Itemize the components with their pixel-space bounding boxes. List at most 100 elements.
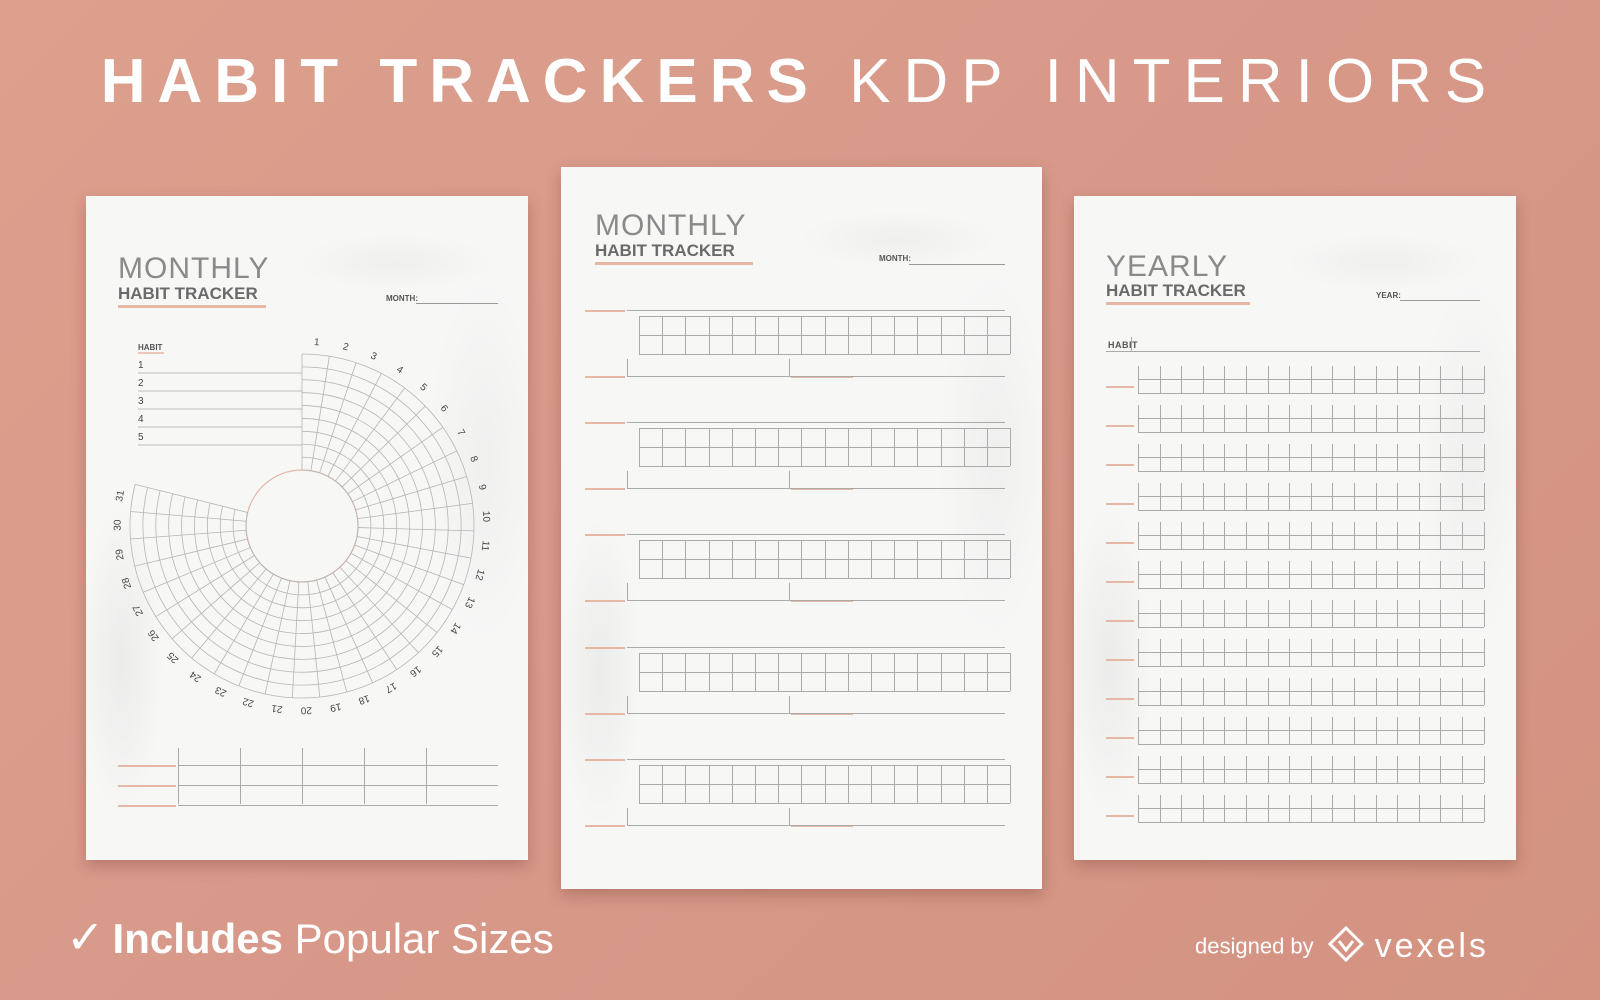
grid-divider [1010,540,1012,578]
grid-divider [731,428,733,466]
grid-divider [778,653,780,691]
grid-divider [1418,678,1420,705]
day-label: 31 [114,489,127,502]
habit-label-underline [585,422,625,424]
grid-line [1138,549,1484,550]
radial-divider [357,503,473,520]
grid-line [1138,744,1484,745]
grid-divider [917,316,919,354]
radial-divider [310,356,330,471]
summary-column-divider [240,748,241,804]
grid-divider [824,653,826,691]
radial-divider [350,552,453,610]
grid-divider [1418,600,1420,627]
grid-divider [963,765,965,803]
day-label: 27 [131,602,146,617]
month-label-underline [1106,581,1134,583]
grid-divider [1246,561,1247,588]
grid-divider [847,653,849,691]
grid-divider [940,428,942,466]
grid-divider [1224,561,1226,588]
grid-divider [1440,756,1442,783]
grid-line [1138,471,1484,472]
grid-divider [1224,678,1226,705]
grid-divider [1397,600,1399,627]
grid-divider [1289,600,1291,627]
grid-divider [1289,717,1291,744]
grid-divider [1310,483,1312,510]
habit-number: 3 [138,396,144,407]
grid-divider [1224,795,1226,822]
radial-divider [339,566,419,653]
grid-line [1138,627,1484,628]
grid-divider [1462,639,1463,666]
grid-divider [1354,366,1355,393]
grid-divider [1159,561,1161,588]
grid-divider [1289,405,1291,432]
grid-divider [1397,678,1399,705]
grid-line [639,354,1011,355]
grid-divider [1418,756,1420,783]
month-label-underline [1106,659,1134,661]
day-label: 1 [313,337,320,348]
grid-divider [1159,756,1161,783]
grid-divider [1354,600,1355,627]
habit-line [627,647,1005,648]
grid-divider [1418,366,1420,393]
grid-divider [1462,756,1463,783]
page-monthly-circular: MONTHLY HABIT TRACKER MONTH: 1 2 3 4 5 6 7 8 9 10… [86,196,528,860]
day-label: 22 [241,695,255,709]
habit-label-underline [585,647,625,649]
grid-divider [1483,795,1485,822]
habit-label-underline [585,310,625,312]
grid-line [639,466,1011,467]
grid-divider [662,428,664,466]
day-label: 5 [417,382,429,394]
grid-divider [1138,600,1139,627]
grid-divider [1354,405,1355,432]
summary-column-divider [302,748,303,804]
grid-divider [1159,717,1161,744]
day-label: 17 [383,680,398,695]
grid-divider [1483,405,1485,432]
radial-divider [191,568,267,659]
page-title-small: HABIT TRACKER [595,241,735,260]
radial-divider [319,362,357,473]
grid-divider [1440,444,1442,471]
grid-divider [1440,366,1442,393]
grid-divider [1332,756,1334,783]
radial-divider [345,560,438,633]
radial-divider [335,387,405,482]
radial-divider [291,581,300,698]
grid-divider [824,316,826,354]
grid-divider [1224,483,1226,510]
habit-label-underline [585,759,625,761]
radial-divider [354,544,464,586]
grid-divider [1159,522,1161,549]
grid-divider [1462,561,1463,588]
grid-divider [1267,600,1269,627]
grid-divider [1354,522,1355,549]
grid-divider [1267,795,1269,822]
grid-divider [1224,717,1226,744]
grid-divider [1267,639,1269,666]
grid-divider [1332,717,1334,744]
month-label-underline [1106,425,1134,427]
grid-divider [917,653,919,691]
grid-line [639,803,1011,804]
radial-divider [238,577,282,687]
grid-divider [1462,600,1463,627]
grid-divider [1138,366,1139,393]
summary-label-underline [118,785,176,787]
grid-divider [1010,428,1012,466]
grid-divider [1354,678,1355,705]
achieved-label-underline [791,376,853,378]
radial-divider [307,581,321,698]
goal-line [627,713,1005,714]
grid-divider [1202,639,1204,666]
habit-divider [1131,337,1132,351]
grid-divider [1483,639,1485,666]
month-field-line [416,303,498,304]
grid-divider [1375,483,1377,510]
radial-divider [324,576,374,683]
